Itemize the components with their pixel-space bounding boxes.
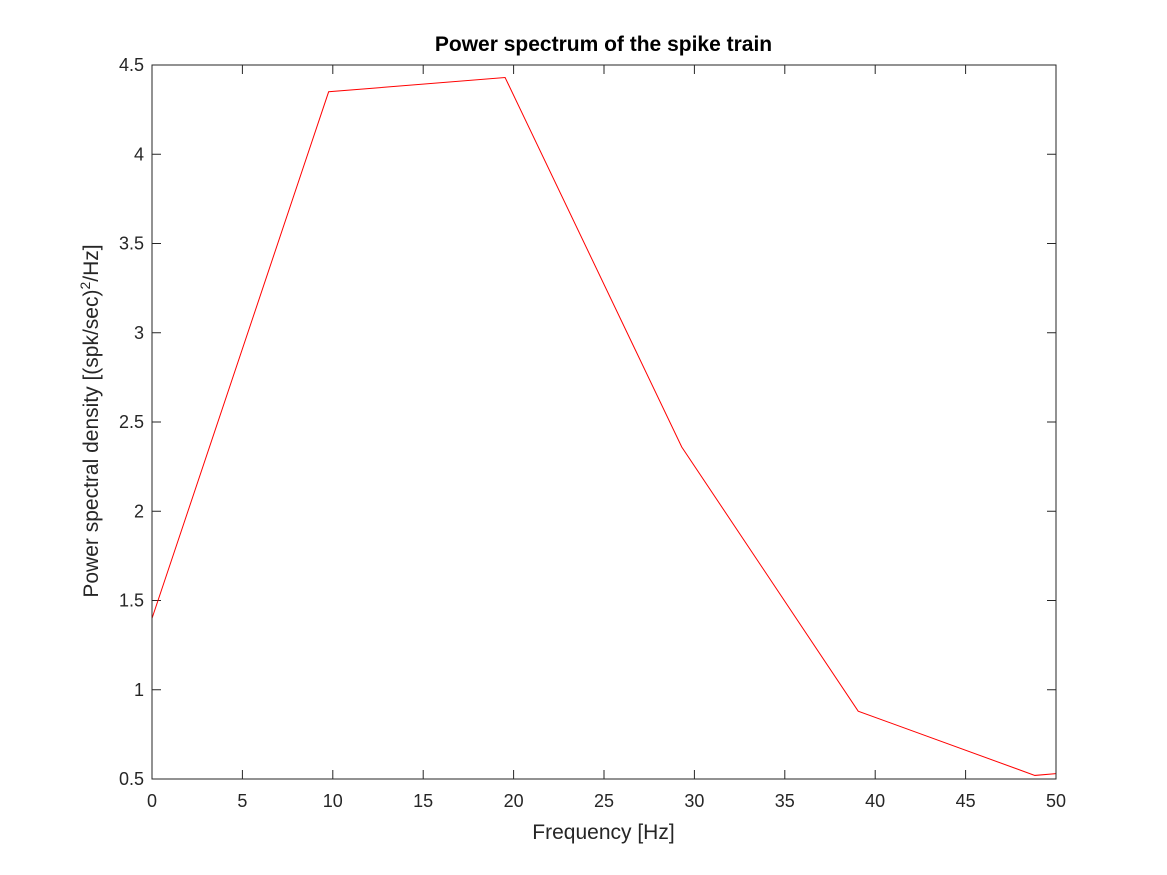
x-axis-title: Frequency [Hz] (532, 821, 674, 844)
x-tick-label: 45 (956, 791, 976, 811)
y-tick-label: 2.5 (119, 412, 144, 432)
y-axis-title-suffix: /Hz] (80, 244, 103, 281)
x-tick-label: 50 (1046, 791, 1066, 811)
plot-area: 0 5 10 15 20 25 30 35 40 45 50 0.5 1 1.5 2 2.5 3 3.5 4 4.5 (119, 55, 1066, 811)
y-tick-label: 0.5 (119, 769, 144, 789)
y-axis-title-superscript: 2 (77, 282, 93, 290)
y-tick-label: 3.5 (119, 234, 144, 254)
x-tick-label: 30 (684, 791, 704, 811)
axes-box (151, 64, 1057, 780)
y-tick-label: 3 (134, 323, 144, 343)
y-tick-label: 4 (134, 144, 144, 164)
y-tick-label: 4.5 (119, 55, 144, 75)
series-line (151, 76, 1057, 776)
x-tick-label: 20 (504, 791, 524, 811)
y-tick-label: 1.5 (119, 591, 144, 611)
y-axis-title-prefix: Power spectral density [(spk/sec) (80, 290, 103, 598)
x-tick-label: 0 (147, 791, 157, 811)
x-tick-label: 15 (413, 791, 433, 811)
chart-title: Power spectrum of the spike train (435, 33, 772, 56)
y-axis-title: Power spectral density [(spk/sec)2/Hz] (77, 244, 103, 597)
x-tick-label: 40 (865, 791, 885, 811)
y-tick-label: 1 (134, 680, 144, 700)
x-tick-label: 5 (237, 791, 247, 811)
x-tick-label: 10 (323, 791, 343, 811)
x-tick-label: 35 (775, 791, 795, 811)
x-tick-label: 25 (594, 791, 614, 811)
y-tick-label: 2 (134, 501, 144, 521)
